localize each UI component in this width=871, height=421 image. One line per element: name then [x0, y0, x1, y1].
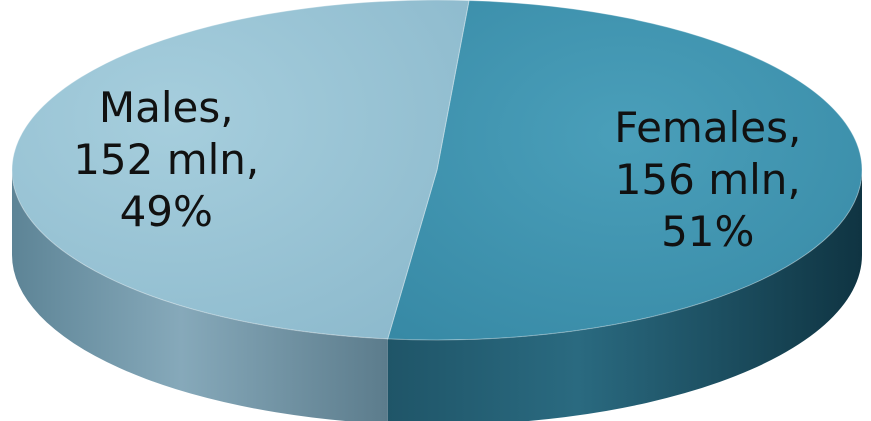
slice-label-females-line-3: 51%: [661, 207, 754, 256]
slice-label-males-line-1: Males,: [99, 83, 234, 132]
pie-top-faces: [11, 0, 863, 341]
pie-side-walls: [12, 170, 862, 421]
pie-slice-females: [387, 0, 863, 341]
slice-label-females-line-1: Females,: [614, 103, 801, 152]
pie-slice-males: [11, 0, 470, 340]
slice-label-males-line-3: 49%: [120, 187, 213, 236]
pie-labels: Females,156 mln,51% Males,152 mln,49%: [73, 83, 801, 256]
pie-side-females: [387, 170, 862, 421]
pie-side-males: [12, 170, 388, 421]
slice-label-females-line-2: 156 mln,: [615, 155, 801, 204]
slice-label-males-line-2: 152 mln,: [73, 135, 259, 184]
